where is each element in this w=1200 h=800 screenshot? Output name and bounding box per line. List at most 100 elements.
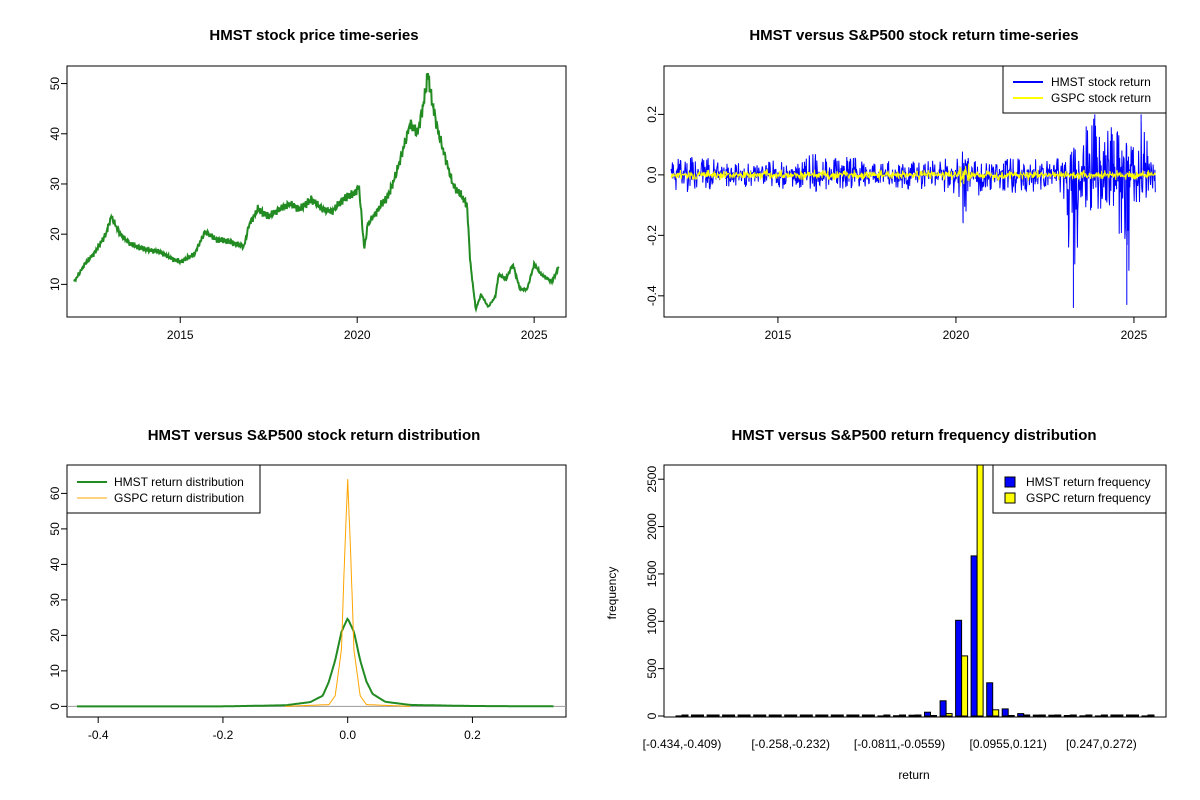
hmst-frequency-bar — [768, 714, 776, 717]
hmst-frequency-bar — [908, 714, 916, 717]
panel-return-frequency: HMST versus S&P500 return frequency dist… — [605, 427, 1167, 782]
hmst-frequency-bar — [722, 714, 730, 717]
gspc-frequency-bar — [712, 714, 720, 717]
y-tick-label: 30 — [48, 177, 62, 191]
hmst-frequency-bar — [706, 714, 714, 717]
hmst-frequency-bar — [955, 619, 963, 717]
gspc-frequency-bar — [1023, 714, 1031, 717]
hmst-frequency-bar — [939, 700, 947, 717]
chart-title: HMST stock price time-series — [209, 27, 418, 44]
legend-label-gspc: GSPC return frequency — [1026, 491, 1151, 505]
hmst-frequency-bar — [1110, 714, 1118, 717]
y-axis-label: frequency — [605, 567, 619, 620]
gspc-frequency-bar — [961, 655, 969, 717]
y-tick-label: -0.4 — [645, 285, 659, 306]
x-tick-label: 2015 — [765, 328, 792, 342]
legend-label-hmst: HMST return frequency — [1026, 475, 1151, 489]
y-tick-label: 2000 — [645, 513, 659, 540]
panel-return-timeseries: HMST versus S&P500 stock return time-ser… — [645, 27, 1167, 342]
y-tick-label: 10 — [48, 664, 62, 678]
x-tick-label: 2020 — [344, 328, 371, 342]
axis-ticks: 2015 2020 2025 -0.4 -0.2 0.0 0.2 — [645, 106, 1148, 342]
hmst-frequency-bar — [1063, 715, 1071, 717]
legend-box — [1002, 65, 1167, 114]
chart-title: HMST versus S&P500 stock return distribu… — [148, 427, 481, 444]
x-tick-label: [-0.258,-0.232) — [751, 737, 830, 751]
x-tick-label: 2020 — [943, 328, 970, 342]
gspc-frequency-bar — [1100, 714, 1108, 717]
x-tick-label: [-0.0811,-0.0559) — [854, 737, 945, 751]
gspc-frequency-bar — [1038, 714, 1046, 717]
y-tick-label: 1000 — [645, 608, 659, 635]
y-tick-label: 40 — [48, 127, 62, 141]
y-tick-label: 10 — [48, 277, 62, 291]
panel-price-timeseries: HMST stock price time-series 2015 2020 202… — [48, 27, 567, 342]
plot-box — [66, 464, 567, 718]
legend: HMST stock return GSPC stock return — [1002, 65, 1167, 114]
x-tick-label: 0.0 — [339, 728, 356, 742]
x-tick-label: -0.2 — [213, 728, 234, 742]
y-tick-label: 50 — [48, 77, 62, 91]
legend-label-gspc: GSPC return distribution — [114, 491, 244, 505]
gspc-frequency-bar — [852, 714, 860, 717]
hmst-frequency-bar — [1094, 715, 1102, 718]
hmst-return-line — [670, 114, 1156, 308]
hmst-frequency-bar — [784, 714, 792, 717]
gspc-frequency-bar — [867, 714, 875, 717]
legend-label-gspc: GSPC stock return — [1051, 91, 1151, 105]
hmst-frequency-bar — [893, 715, 900, 718]
hmst-frequency-bar — [861, 714, 869, 717]
gspc-frequency-bar — [790, 714, 798, 717]
axis-ticks: 2015 2020 2025 10 20 30 40 50 — [48, 77, 548, 342]
legend-box — [992, 464, 1167, 514]
gspc-frequency-bar — [899, 714, 906, 717]
hmst-frequency-bar — [737, 714, 745, 717]
x-axis-label: return — [898, 768, 929, 782]
gspc-frequency-bar — [1054, 714, 1062, 717]
x-tick-label: [-0.434,-0.409) — [643, 737, 722, 751]
hmst-frequency-bar — [970, 555, 978, 717]
y-tick-label: 50 — [48, 522, 62, 536]
gspc-frequency-bar — [1007, 715, 1015, 717]
x-tick-label: 2025 — [1121, 328, 1148, 342]
legend-label-hmst: HMST stock return — [1051, 75, 1151, 89]
y-tick-label: 60 — [48, 486, 62, 500]
gspc-frequency-bar — [1147, 714, 1155, 717]
price-series-line — [73, 73, 560, 313]
x-tick-label: -0.4 — [88, 728, 109, 742]
hmst-frequency-bar — [1079, 715, 1087, 718]
hmst-frequency-bar — [799, 714, 807, 717]
gspc-frequency-bar — [728, 714, 736, 717]
hmst-frequency-bar — [691, 714, 698, 717]
hmst-frequency-bar — [924, 711, 931, 717]
gspc-frequency-bar — [759, 714, 767, 717]
gspc-frequency-bar — [681, 714, 689, 717]
chart-title: HMST versus S&P500 return frequency dist… — [731, 427, 1096, 444]
gspc-frequency-bar — [914, 714, 922, 717]
hmst-frequency-bar — [1126, 714, 1133, 717]
axis-ticks: 0 500 1000 1500 2000 2500 [-0.434,-0.409) [-0.2… — [643, 466, 1137, 751]
y-tick-label: 0.2 — [645, 106, 659, 123]
chart-title: HMST versus S&P500 stock return time-ser… — [749, 27, 1078, 44]
legend-swatch-gspc — [1004, 492, 1016, 504]
hmst-frequency-bar — [830, 714, 838, 717]
y-tick-label: -0.2 — [645, 225, 659, 246]
hmst-frequency-bar — [1048, 714, 1056, 717]
x-tick-label: [0.0955,0.121) — [969, 737, 1046, 751]
hmst-frequency-bar — [1017, 713, 1025, 717]
plot-box — [663, 65, 1167, 318]
y-tick-label: 500 — [645, 658, 659, 678]
x-tick-label: 2015 — [167, 328, 194, 342]
y-tick-label: 20 — [48, 227, 62, 241]
legend: HMST return distribution GSPC return dis… — [66, 464, 261, 514]
hmst-frequency-bar — [986, 682, 994, 717]
y-tick-label: 20 — [48, 628, 62, 642]
bars — [675, 464, 1155, 718]
gspc-frequency-bar — [743, 714, 751, 717]
gspc-frequency-bar — [805, 714, 813, 717]
legend-swatch-hmst — [1004, 476, 1016, 488]
gspc-frequency-bar — [821, 714, 829, 717]
gspc-return-line — [670, 163, 1156, 187]
y-tick-label: 0 — [48, 703, 62, 710]
hmst-frequency-bar — [846, 714, 854, 717]
